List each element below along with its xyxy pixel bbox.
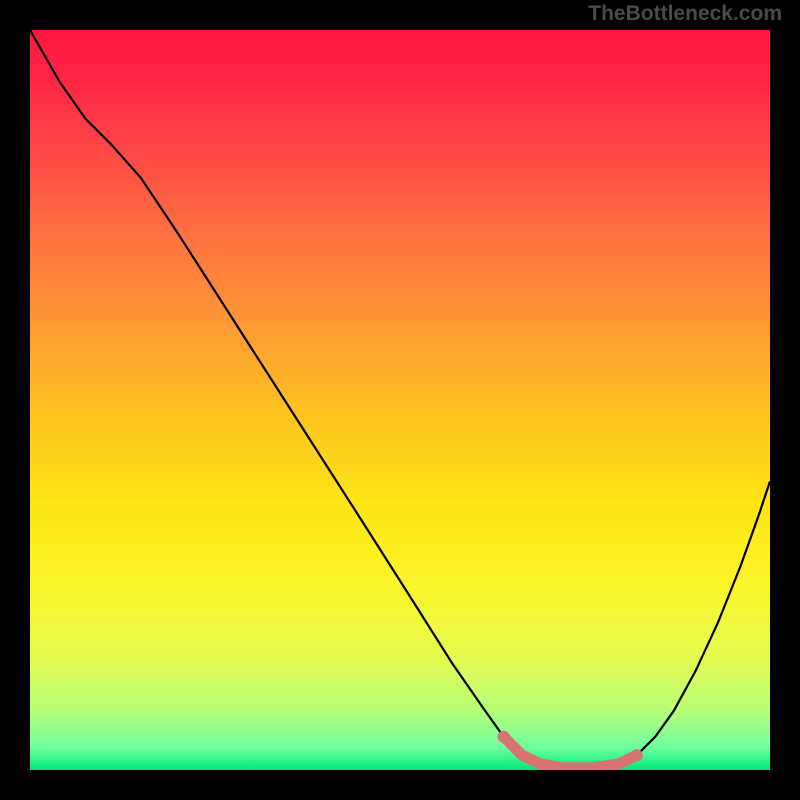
highlight-band <box>504 737 637 768</box>
bottleneck-curve <box>30 30 770 768</box>
highlight-dot <box>498 731 510 743</box>
highlight-dot <box>631 749 643 761</box>
curve-layer <box>30 30 770 770</box>
plot-area <box>30 30 770 770</box>
watermark: TheBottleneck.com <box>588 2 782 26</box>
